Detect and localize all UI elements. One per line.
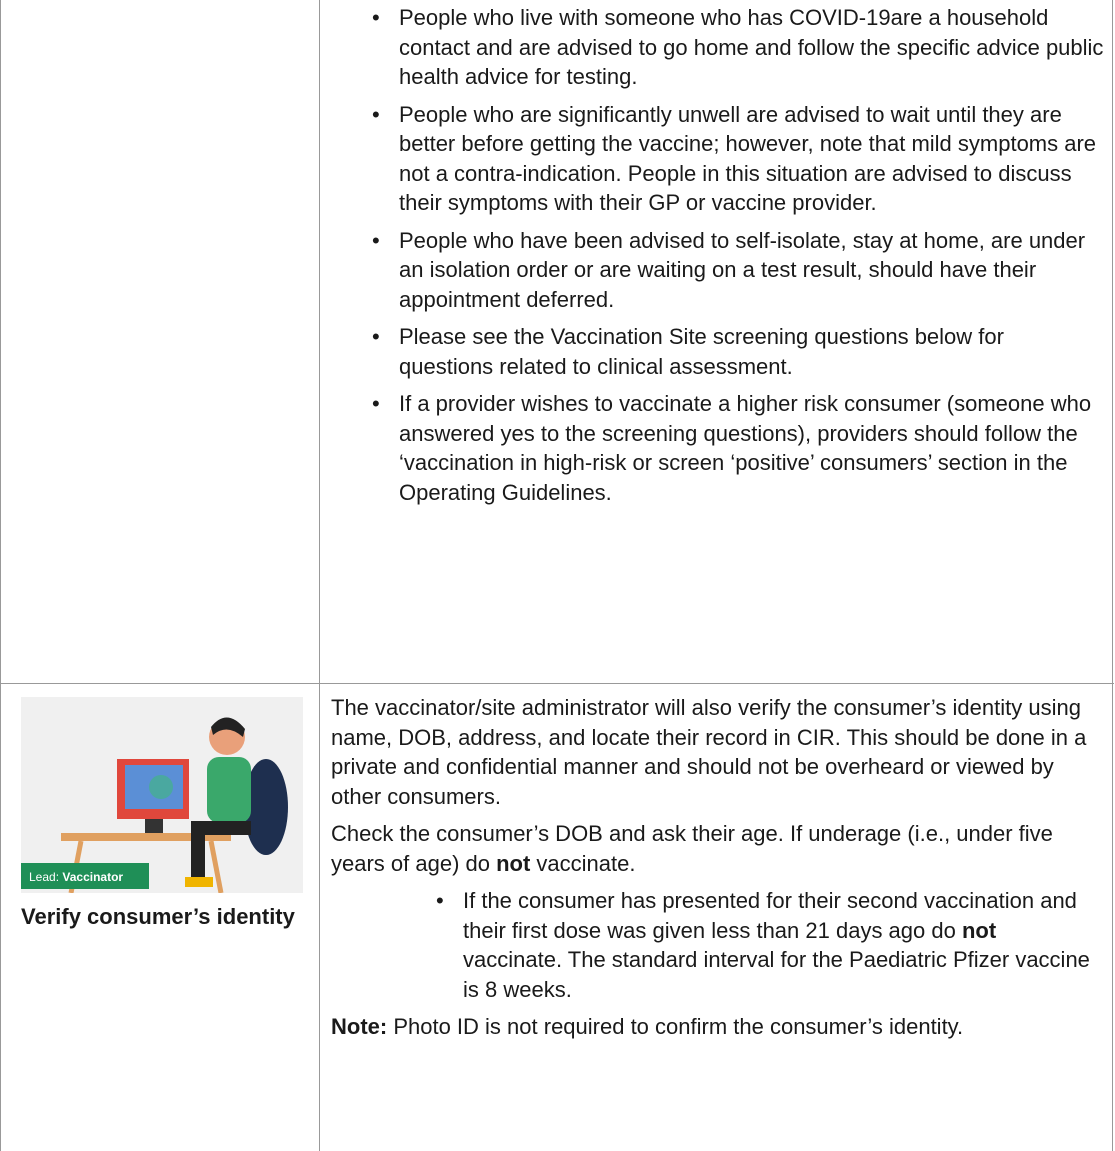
bullet: People who live with someone who has COV… — [372, 3, 1104, 92]
bullet-list: People who live with someone who has COV… — [372, 3, 1104, 515]
text: Photo ID is not required to confirm the … — [387, 1014, 964, 1039]
bullet: If the consumer has presented for their … — [436, 886, 1101, 1004]
bullet: If a provider wishes to vaccinate a high… — [372, 389, 1104, 507]
bold-text: not — [961, 917, 997, 943]
bullet-list: If the consumer has presented for their … — [436, 886, 1101, 1004]
bold-text: not — [496, 850, 531, 876]
bullet: People who have been advised to self-iso… — [372, 226, 1104, 315]
bullet: Please see the Vaccination Site screenin… — [372, 322, 1104, 381]
illustration: Lead: Vaccinator — [21, 697, 303, 893]
badge-label: Lead: Vaccinator — [29, 870, 123, 884]
note: Note: Photo ID is not required to confir… — [331, 1012, 1101, 1042]
paragraph: Check the consumer’s DOB and ask their a… — [331, 819, 1101, 878]
paragraph: The vaccinator/site administrator will a… — [331, 695, 1087, 809]
text: vaccinate. The standard interval for the… — [463, 947, 1090, 1002]
badge-role: Vaccinator — [62, 870, 123, 884]
step-content: The vaccinator/site administrator will a… — [331, 693, 1101, 1050]
column-divider — [319, 0, 320, 1151]
text: Check the consumer’s DOB and ask their a… — [331, 821, 1053, 876]
step-heading: Verify consumer’s identity — [21, 904, 295, 929]
bullet: People who are significantly unwell are … — [372, 100, 1104, 218]
text: vaccinate. — [530, 850, 636, 876]
note-label: Note: — [331, 1014, 388, 1039]
text: If the consumer has presented for their … — [463, 888, 1077, 943]
badge-prefix: Lead: — [29, 870, 59, 884]
row-divider — [1, 683, 1114, 684]
